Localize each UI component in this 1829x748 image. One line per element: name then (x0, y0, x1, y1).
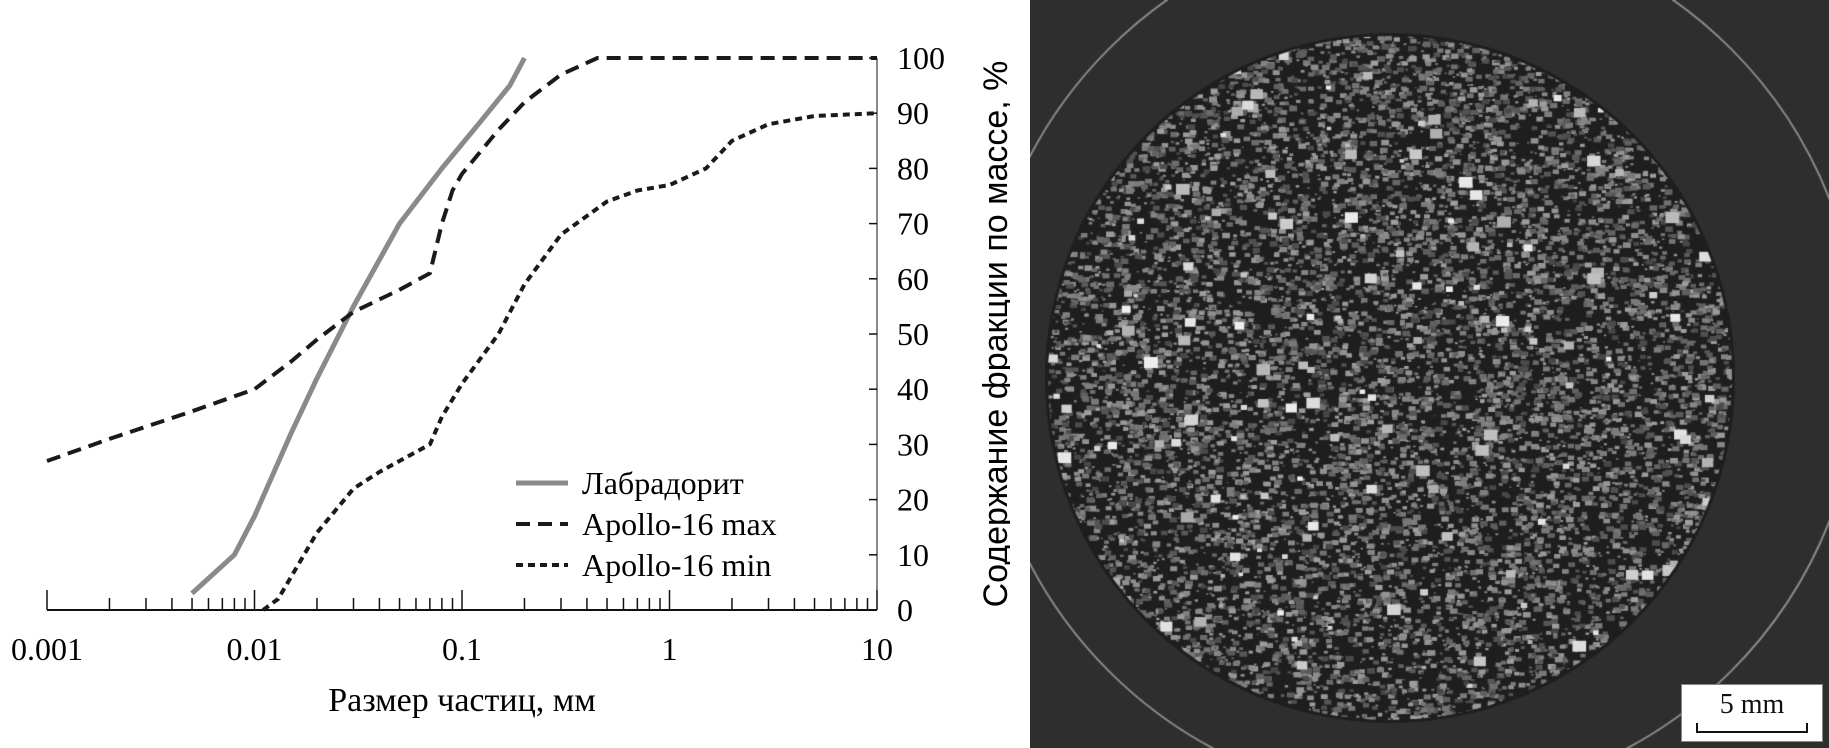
x-tick-label: 0.001 (11, 631, 83, 667)
x-tick-label: 0.1 (442, 631, 482, 667)
y-tick-label: 80 (897, 150, 929, 186)
scale-bar: 5 mm (1681, 684, 1823, 742)
legend-label: Apollo-16 min (582, 547, 771, 583)
y-tick-label: 30 (897, 426, 929, 462)
x-tick-label: 1 (662, 631, 678, 667)
y-tick-label: 10 (897, 537, 929, 573)
scale-bar-label: 5 mm (1719, 689, 1785, 720)
x-tick-label: 0.01 (227, 631, 283, 667)
x-tick-label: 10 (861, 631, 893, 667)
legend-label: Лабрадорит (582, 465, 744, 501)
y-tick-label: 40 (897, 371, 929, 407)
y-tick-label: 100 (897, 40, 945, 76)
legend-label: Apollo-16 max (582, 506, 777, 542)
y-axis-label: Содержание фракции по массе, % (977, 61, 1010, 608)
y-tick-label: 60 (897, 261, 929, 297)
y-tick-label: 0 (897, 592, 913, 628)
sample-image (1030, 0, 1829, 748)
sample-photo: 5 mm (1030, 0, 1829, 748)
y-tick-label: 20 (897, 482, 929, 518)
x-axis-label: Размер частиц, мм (328, 682, 596, 719)
series-line-1 (46, 56, 877, 463)
y-tick-label: 90 (897, 95, 929, 131)
series-line-0 (190, 56, 527, 596)
y-tick-label: 70 (897, 206, 929, 242)
y-tick-label: 50 (897, 316, 929, 352)
series-line-2 (261, 111, 878, 612)
